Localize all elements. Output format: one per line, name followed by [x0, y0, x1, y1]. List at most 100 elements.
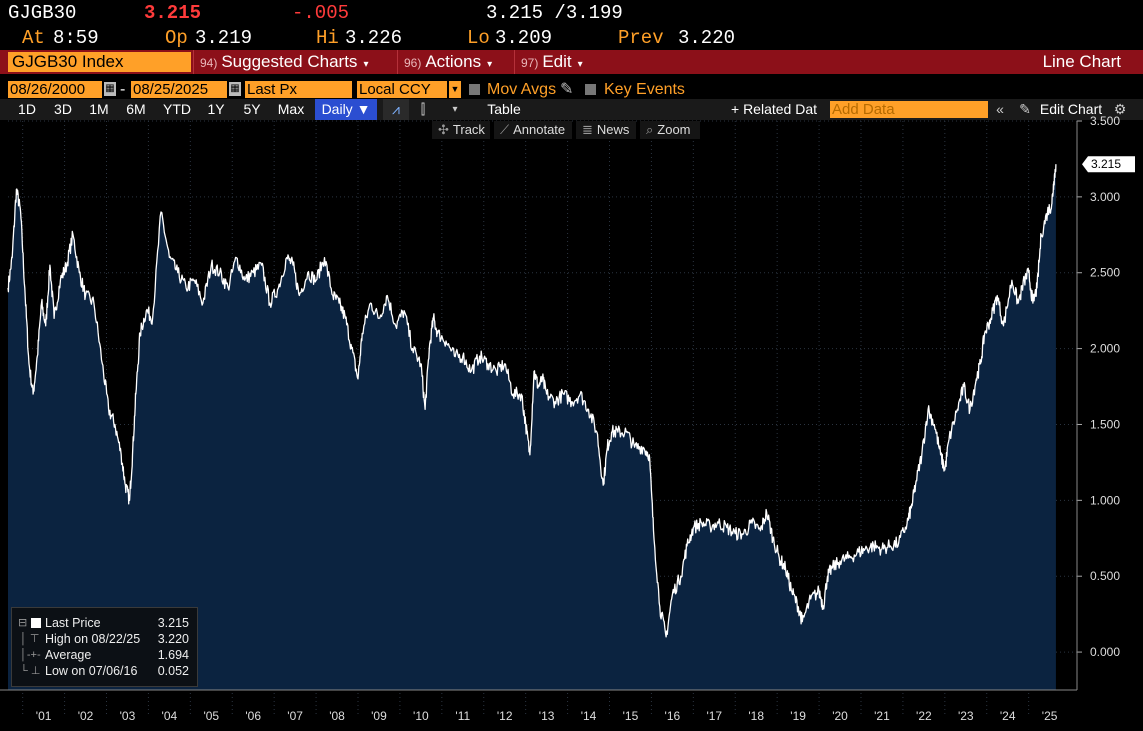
legend-value: 1.694 [157, 648, 189, 662]
x-tick-label: '24 [1000, 709, 1016, 723]
bar-chart-icon[interactable]: ⫿ [420, 101, 426, 117]
range-5y[interactable]: 5Y [243, 101, 261, 117]
x-tick-label: '20 [832, 709, 848, 723]
caret-down-icon: ▾ [577, 59, 583, 70]
legend-value: 3.215 [157, 616, 189, 630]
suggested-charts-menu[interactable]: 94) Suggested Charts ▾ [193, 50, 400, 74]
range-6m[interactable]: 6M [126, 101, 146, 117]
start-date-input[interactable]: 08/26/2000 [8, 81, 102, 98]
track-label: Track [452, 122, 485, 137]
range-1m[interactable]: 1M [89, 101, 109, 117]
x-tick-label: '11 [455, 709, 470, 723]
chevron-down-icon[interactable]: ▼ [448, 81, 461, 98]
calendar-icon[interactable]: ▦ [104, 82, 116, 96]
field-select[interactable]: Last Px [245, 81, 352, 98]
x-tick-label: '22 [916, 709, 932, 723]
x-tick-label: '08 [329, 709, 345, 723]
y-tick-label: 2.500 [1090, 266, 1120, 280]
x-tick-label: '25 [1042, 709, 1058, 723]
zoom-label: Zoom [657, 122, 691, 137]
date-separator: - [120, 81, 126, 98]
high-marker-icon: │ ⊤ [20, 633, 40, 645]
x-tick-label: '21 [874, 709, 890, 723]
high-label: Hi [316, 27, 339, 49]
line-chart-icon[interactable]: ⩘ [383, 99, 409, 120]
related-data-button[interactable]: + Related Dat [731, 101, 817, 117]
legend-swatch [31, 618, 41, 628]
currency-select[interactable]: Local CCY [357, 81, 447, 98]
news-icon: ≣ [582, 122, 593, 137]
range-3d[interactable]: 3D [54, 101, 72, 117]
high-value: 3.226 [345, 27, 403, 49]
y-tick-label: 1.500 [1090, 417, 1120, 431]
y-tick-label: 0.000 [1090, 645, 1120, 659]
menu-number: 96) [404, 56, 422, 70]
average-marker-icon: │-+- [20, 649, 41, 661]
legend-label: Average [45, 648, 92, 662]
range-1y[interactable]: 1Y [207, 101, 225, 117]
x-tick-label: '19 [790, 709, 806, 723]
key-events-checkbox[interactable] [585, 84, 596, 95]
legend-row-low: └ ⊥ Low on 07/06/16 0.052 [12, 664, 197, 679]
frequency-select[interactable]: Daily ▼ [315, 99, 377, 120]
add-data-input[interactable]: Add Data [830, 101, 988, 118]
x-tick-label: '04 [162, 709, 178, 723]
x-tick-label: '16 [665, 709, 681, 723]
collapse-icon[interactable]: ⊟ [18, 617, 28, 629]
edit-chart-button[interactable]: Edit Chart [1039, 101, 1103, 117]
x-tick-label: '09 [371, 709, 387, 723]
y-tick-label: 3.000 [1090, 190, 1120, 204]
pencil-icon[interactable]: ✎ [560, 81, 574, 98]
prev-label: Prev [618, 27, 664, 49]
magnifier-icon: ⌕ [646, 122, 654, 137]
security-input[interactable]: GJGB30 Index [8, 52, 191, 72]
edit-menu[interactable]: 97) Edit ▾ [514, 50, 605, 74]
mov-avgs-checkbox[interactable] [469, 84, 480, 95]
table-button[interactable]: Table [487, 101, 521, 117]
menu-number: 94) [200, 56, 218, 70]
actions-menu[interactable]: 96) Actions ▾ [397, 50, 517, 74]
end-date-input[interactable]: 08/25/2025 [131, 81, 227, 98]
x-tick-label: '18 [748, 709, 764, 723]
low-marker-icon: └ ⊥ [20, 665, 41, 677]
y-tick-label: 2.000 [1090, 342, 1120, 356]
price-line [7, 164, 1057, 638]
legend-value: 0.052 [157, 664, 189, 678]
range-max[interactable]: Max [277, 101, 305, 117]
news-label: News [596, 122, 630, 137]
x-tick-label: '15 [623, 709, 639, 723]
last-value-marker [1082, 156, 1135, 173]
x-tick-label: '03 [120, 709, 136, 723]
chart-legend: ⊟ Last Price 3.215 │ ⊤ High on 08/22/25 … [11, 607, 198, 687]
prev-value: 3.220 [678, 27, 736, 49]
track-tool[interactable]: ✣ Track [432, 121, 490, 139]
annotate-tool[interactable]: ⟋ Annotate [494, 121, 572, 139]
open-value: 3.219 [195, 27, 253, 49]
legend-row-average: │-+- Average 1.694 [12, 648, 197, 663]
zoom-tool[interactable]: ⌕ Zoom [640, 121, 700, 139]
legend-label: High on 08/22/25 [45, 632, 141, 646]
pencil-icon[interactable]: ✎ [1019, 101, 1031, 117]
caret-down-icon: ▾ [363, 59, 369, 70]
chevron-down-icon[interactable]: ▾ [452, 104, 458, 115]
gear-icon[interactable]: ⚙ [1113, 101, 1127, 117]
net-change: -.005 [292, 2, 350, 24]
range-ytd[interactable]: YTD [163, 101, 191, 117]
bid-ask: 3.215 /3.199 [486, 2, 623, 24]
ticker-symbol: GJGB30 [8, 2, 77, 24]
low-label: Lo [467, 27, 490, 49]
chart-type-label[interactable]: Line Chart [1042, 52, 1121, 71]
last-price: 3.215 [144, 2, 202, 24]
mov-avgs-label: Mov Avgs [487, 81, 557, 98]
annotate-icon: ⟋ [500, 122, 510, 137]
x-tick-label: '10 [413, 709, 429, 723]
x-tick-label: '13 [539, 709, 555, 723]
range-1d[interactable]: 1D [18, 101, 36, 117]
calendar-icon[interactable]: ▦ [229, 82, 241, 96]
legend-value: 3.220 [157, 632, 189, 646]
x-tick-label: '07 [287, 709, 303, 723]
collapse-icon[interactable]: « [996, 101, 1004, 117]
news-tool[interactable]: ≣ News [576, 121, 636, 139]
x-tick-label: '12 [497, 709, 513, 723]
x-tick-label: '01 [36, 709, 52, 723]
